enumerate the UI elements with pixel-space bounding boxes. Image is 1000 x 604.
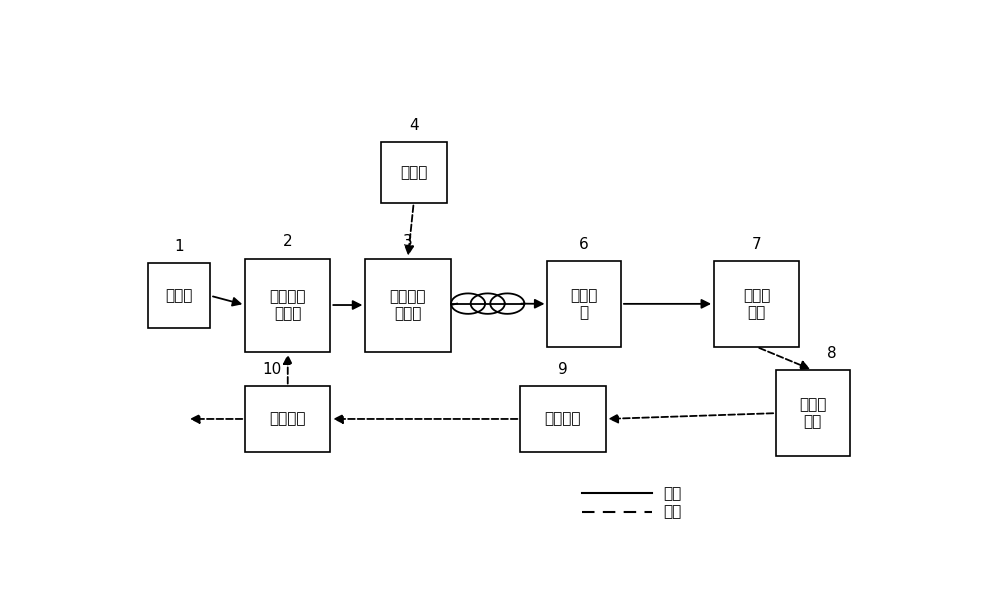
Text: 第二电光
调制器: 第二电光 调制器: [390, 289, 426, 321]
Bar: [776, 370, 850, 456]
Text: 9: 9: [558, 362, 568, 377]
Text: 6: 6: [579, 237, 589, 251]
Text: 电耦合器: 电耦合器: [270, 411, 306, 426]
Text: 7: 7: [752, 237, 761, 251]
Bar: [148, 263, 210, 329]
Text: 光延迟
线: 光延迟 线: [570, 288, 598, 320]
Bar: [520, 387, 606, 452]
Text: 3: 3: [403, 234, 413, 249]
Bar: [245, 387, 330, 452]
Text: 光电探
测器: 光电探 测器: [743, 288, 770, 320]
Text: 电路: 电路: [664, 504, 682, 519]
Text: 激光器: 激光器: [166, 288, 193, 303]
Text: 10: 10: [263, 362, 282, 377]
Bar: [381, 143, 447, 203]
Text: 4: 4: [409, 118, 418, 133]
Bar: [547, 261, 621, 347]
Text: 微波源: 微波源: [400, 165, 427, 180]
Bar: [245, 259, 330, 352]
Text: 8: 8: [827, 346, 837, 361]
Bar: [714, 261, 799, 347]
Text: 光路: 光路: [664, 486, 682, 501]
Text: 滤波器
模块: 滤波器 模块: [799, 397, 826, 429]
Text: 1: 1: [174, 239, 184, 254]
Bar: [365, 259, 450, 352]
Text: 2: 2: [283, 234, 293, 249]
Text: 第一电光
调制器: 第一电光 调制器: [270, 289, 306, 321]
Text: 电放大器: 电放大器: [545, 411, 581, 426]
